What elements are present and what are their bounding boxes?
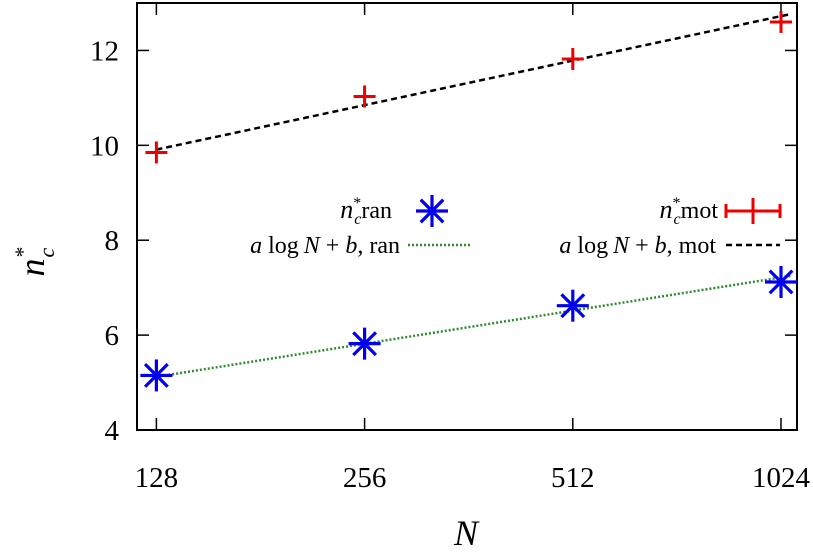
data-point-mot [770, 10, 793, 33]
data-point-ran [765, 265, 798, 298]
legend: n* cran a log N + b, ran n* cmot a log N + b, mot [250, 195, 782, 259]
fit-line-ran [156, 274, 792, 379]
data-point-mot [353, 85, 376, 108]
plot-frame [136, 2, 798, 431]
data-point-mot [145, 141, 168, 164]
y-tick-label: 8 [105, 225, 120, 257]
y-tick-label: 10 [90, 130, 119, 162]
legend-marker-ran [416, 195, 448, 227]
legend-label-ran: n* cran [340, 195, 392, 228]
data-point-ran [348, 327, 381, 360]
data-point-mot [561, 47, 584, 70]
data-point-ran [556, 289, 589, 322]
y-tick-label: 6 [105, 320, 120, 352]
y-tick-label: 12 [90, 35, 119, 67]
data-point-ran [140, 359, 173, 392]
fit-lines [156, 12, 792, 379]
data-points [140, 10, 798, 392]
legend-label-mot: n* cmot [660, 195, 719, 228]
y-tick-label: 4 [105, 415, 120, 447]
axis-ticks [137, 3, 797, 431]
legend-sample-ran [416, 195, 448, 227]
x-axis-label: N [453, 513, 480, 553]
x-tick-label: 1024 [752, 462, 811, 494]
legend-label-fit-mot: a log N + b, mot [559, 233, 716, 259]
fit-line-mot [156, 12, 792, 151]
x-tick-label: 512 [551, 462, 595, 494]
x-tick-label: 128 [135, 462, 179, 494]
y-axis-label: n*c [10, 248, 59, 277]
legend-sample-mot [724, 198, 782, 224]
x-tick-label: 256 [343, 462, 387, 494]
axis-tick-labels: 128 256 512 1024 4 6 8 10 12 [90, 35, 811, 494]
legend-label-fit-ran: a log N + b, ran [250, 233, 400, 259]
